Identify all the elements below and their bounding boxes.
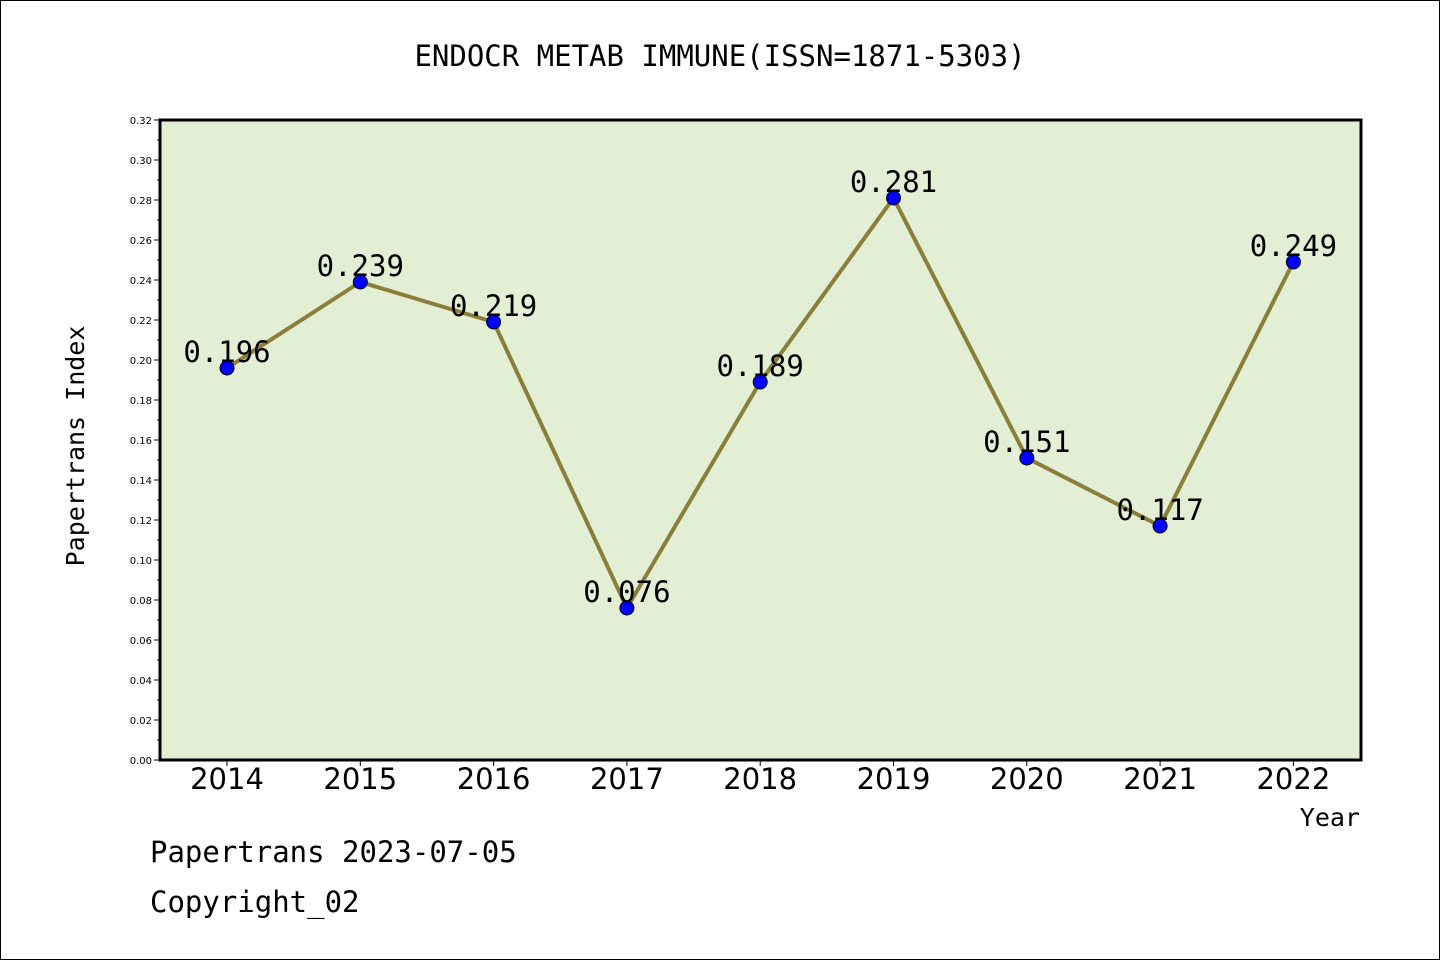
x-tick-label: 2020 (990, 762, 1064, 796)
data-point (486, 314, 502, 330)
y-tick-label: 0.02 (130, 716, 152, 727)
data-label: 0.239 (317, 249, 404, 283)
x-tick-label: 2022 (1256, 762, 1330, 796)
x-axis: 2014 2015 2016 2017 2018 2019 2020 2021 2022 (190, 760, 1330, 796)
x-tick-label: 2016 (457, 762, 531, 796)
data-point (886, 190, 901, 206)
data-label: 0.117 (1116, 493, 1203, 527)
footer-date-text: Papertrans 2023-07-05 (150, 835, 517, 869)
plot-area (158, 118, 1363, 762)
y-tick-label: 0.28 (130, 196, 152, 207)
y-tick-label: 0.16 (130, 436, 152, 447)
data-point (1019, 450, 1035, 466)
data-label: 0.219 (450, 289, 537, 323)
y-tick-label: 0.00 (130, 756, 152, 767)
y-tick-label: 0.06 (130, 636, 152, 647)
data-label: 0.151 (983, 425, 1070, 459)
y-tick-label: 0.04 (130, 676, 152, 687)
x-tick-label: 2018 (723, 762, 797, 796)
y-tick-label: 0.10 (130, 556, 152, 567)
data-label: 0.076 (583, 575, 670, 609)
footer-copyright-text: Copyright_02 (150, 885, 360, 919)
data-label: 0.196 (183, 335, 270, 369)
y-tick-label: 0.20 (130, 356, 152, 367)
y-tick-label: 0.22 (130, 316, 152, 327)
data-label: 0.189 (717, 349, 804, 383)
data-point (752, 374, 768, 390)
data-point (219, 360, 235, 376)
y-tick-label: 0.08 (130, 596, 152, 607)
data-point (1285, 254, 1301, 270)
data-label: 0.281 (850, 165, 937, 199)
data-point (619, 600, 635, 616)
data-labels: 0.196 0.239 0.219 0.076 0.189 0.281 0.151 0.117… (183, 165, 1337, 609)
y-axis-label: Papertrans Index (61, 326, 90, 567)
y-tick-label: 0.14 (130, 476, 152, 487)
chart-title: ENDOCR METAB IMMUNE(ISSN=1871-5303) (414, 39, 1025, 73)
data-point (1152, 518, 1168, 534)
x-tick-label: 2014 (190, 762, 264, 796)
x-tick-label: 2019 (857, 762, 931, 796)
data-label: 0.249 (1250, 229, 1337, 263)
y-tick-label: 0.24 (130, 276, 152, 287)
x-tick-label: 2021 (1123, 762, 1197, 796)
y-tick-label: 0.18 (130, 396, 152, 407)
y-tick-label: 0.26 (130, 236, 152, 247)
x-tick-label: 2015 (323, 762, 397, 796)
series-markers (219, 190, 1301, 616)
data-point (352, 274, 368, 290)
x-axis-label: Year (1300, 803, 1360, 832)
x-tick-label: 2017 (590, 762, 664, 796)
y-tick-label: 0.12 (130, 516, 152, 527)
y-tick-label: 0.30 (130, 156, 152, 167)
y-tick-label: 0.32 (130, 116, 152, 127)
y-axis: 0.00 0.02 0.04 0.06 0.08 0.10 0.12 0.14 0.16 0.18… (130, 116, 160, 767)
